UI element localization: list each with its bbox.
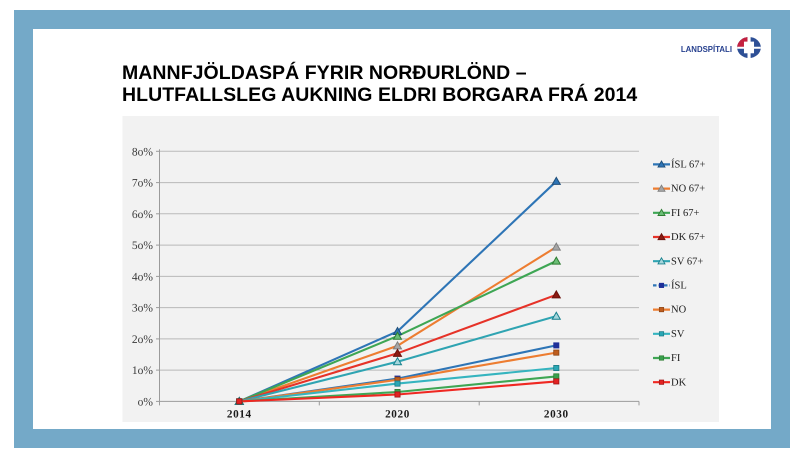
- svg-text:2o%: 2o%: [132, 334, 154, 346]
- svg-text:o%: o%: [138, 396, 154, 408]
- svg-text:2014: 2014: [227, 408, 252, 420]
- svg-text:8o%: 8o%: [132, 146, 154, 158]
- svg-text:4o%: 4o%: [132, 271, 154, 283]
- svg-text:NO 67+: NO 67+: [671, 184, 705, 195]
- svg-text:2020: 2020: [385, 408, 410, 420]
- svg-text:FI 67+: FI 67+: [671, 208, 699, 219]
- svg-text:DK: DK: [671, 377, 687, 388]
- svg-text:DK 67+: DK 67+: [671, 232, 705, 243]
- svg-text:FI: FI: [671, 353, 681, 364]
- svg-text:SV 67+: SV 67+: [671, 256, 703, 267]
- svg-text:2030: 2030: [544, 408, 569, 420]
- svg-text:3o%: 3o%: [132, 303, 154, 315]
- svg-text:6o%: 6o%: [132, 209, 154, 221]
- svg-text:ÍSL: ÍSL: [671, 279, 687, 292]
- svg-text:SV: SV: [671, 329, 685, 340]
- svg-text:NO: NO: [671, 305, 687, 316]
- svg-text:ÍSL 67+: ÍSL 67+: [671, 158, 705, 171]
- svg-text:5o%: 5o%: [132, 240, 154, 252]
- svg-text:7o%: 7o%: [132, 178, 154, 190]
- svg-text:1o%: 1o%: [132, 365, 154, 377]
